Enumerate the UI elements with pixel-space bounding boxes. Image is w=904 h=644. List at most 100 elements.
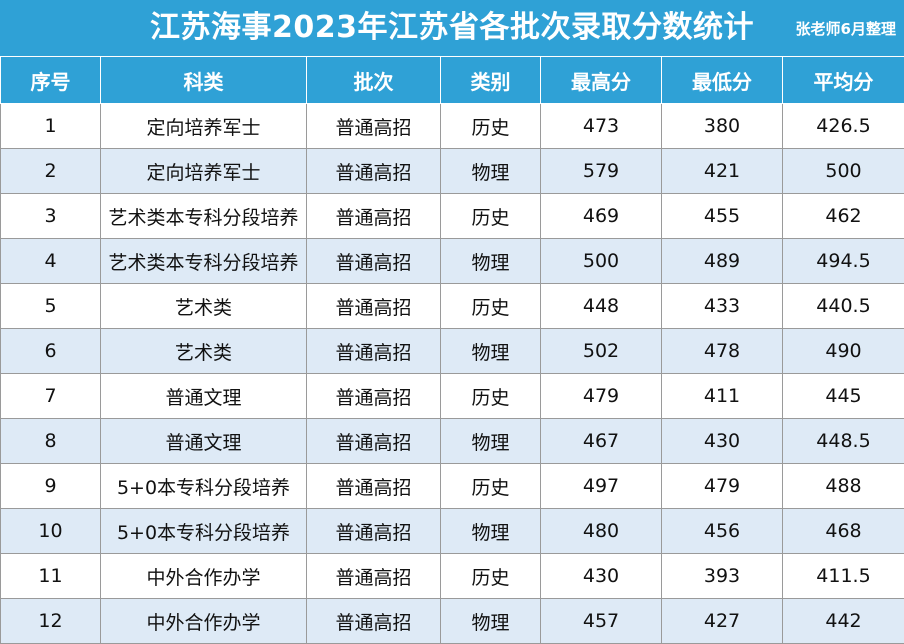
avg-score-cell: 500 bbox=[783, 149, 904, 194]
type-cell: 历史 bbox=[441, 464, 541, 509]
type-cell: 物理 bbox=[441, 509, 541, 554]
min-score-cell: 380 bbox=[662, 104, 783, 149]
seq-cell: 3 bbox=[1, 194, 101, 239]
type-cell: 物理 bbox=[441, 599, 541, 644]
batch-cell: 普通高招 bbox=[307, 419, 441, 464]
avg-score-cell: 445 bbox=[783, 374, 904, 419]
batch-cell: 普通高招 bbox=[307, 374, 441, 419]
batch-cell: 普通高招 bbox=[307, 284, 441, 329]
category-cell: 定向培养军士 bbox=[101, 149, 307, 194]
type-cell: 物理 bbox=[441, 419, 541, 464]
batch-cell: 普通高招 bbox=[307, 194, 441, 239]
max-score-cell: 469 bbox=[541, 194, 662, 239]
max-score-cell: 430 bbox=[541, 554, 662, 599]
max-score-header: 最高分 bbox=[541, 57, 662, 104]
max-score-cell: 457 bbox=[541, 599, 662, 644]
category-cell: 定向培养军士 bbox=[101, 104, 307, 149]
max-score-cell: 448 bbox=[541, 284, 662, 329]
category-cell: 艺术类 bbox=[101, 329, 307, 374]
seq-cell: 11 bbox=[1, 554, 101, 599]
category-cell: 中外合作办学 bbox=[101, 599, 307, 644]
batch-cell: 普通高招 bbox=[307, 149, 441, 194]
category-cell: 艺术类 bbox=[101, 284, 307, 329]
min-score-cell: 456 bbox=[662, 509, 783, 554]
avg-score-cell: 462 bbox=[783, 194, 904, 239]
avg-score-cell: 490 bbox=[783, 329, 904, 374]
header-row: 序号科类批次类别最高分最低分平均分 bbox=[1, 57, 904, 104]
seq-cell: 10 bbox=[1, 509, 101, 554]
batch-cell: 普通高招 bbox=[307, 329, 441, 374]
max-score-cell: 579 bbox=[541, 149, 662, 194]
avg-score-cell: 411.5 bbox=[783, 554, 904, 599]
seq-cell: 9 bbox=[1, 464, 101, 509]
min-score-cell: 430 bbox=[662, 419, 783, 464]
type-cell: 历史 bbox=[441, 374, 541, 419]
category-header: 科类 bbox=[101, 57, 307, 104]
avg-score-cell: 442 bbox=[783, 599, 904, 644]
category-cell: 5+0本专科分段培养 bbox=[101, 509, 307, 554]
avg-score-cell: 468 bbox=[783, 509, 904, 554]
max-score-cell: 467 bbox=[541, 419, 662, 464]
min-score-cell: 427 bbox=[662, 599, 783, 644]
type-cell: 历史 bbox=[441, 284, 541, 329]
seq-cell: 6 bbox=[1, 329, 101, 374]
type-cell: 历史 bbox=[441, 194, 541, 239]
seq-cell: 4 bbox=[1, 239, 101, 284]
table-header: 序号科类批次类别最高分最低分平均分 bbox=[1, 57, 904, 104]
seq-cell: 2 bbox=[1, 149, 101, 194]
seq-cell: 5 bbox=[1, 284, 101, 329]
seq-cell: 7 bbox=[1, 374, 101, 419]
category-cell: 艺术类本专科分段培养 bbox=[101, 194, 307, 239]
min-score-cell: 489 bbox=[662, 239, 783, 284]
avg-score-cell: 448.5 bbox=[783, 419, 904, 464]
max-score-cell: 473 bbox=[541, 104, 662, 149]
max-score-cell: 502 bbox=[541, 329, 662, 374]
max-score-cell: 497 bbox=[541, 464, 662, 509]
batch-cell: 普通高招 bbox=[307, 554, 441, 599]
batch-header: 批次 bbox=[307, 57, 441, 104]
batch-cell: 普通高招 bbox=[307, 104, 441, 149]
min-score-cell: 421 bbox=[662, 149, 783, 194]
batch-cell: 普通高招 bbox=[307, 509, 441, 554]
seq-cell: 8 bbox=[1, 419, 101, 464]
min-score-cell: 411 bbox=[662, 374, 783, 419]
category-cell: 普通文理 bbox=[101, 419, 307, 464]
max-score-cell: 479 bbox=[541, 374, 662, 419]
type-cell: 物理 bbox=[441, 329, 541, 374]
type-cell: 物理 bbox=[441, 149, 541, 194]
seq-header: 序号 bbox=[1, 57, 101, 104]
max-score-cell: 500 bbox=[541, 239, 662, 284]
batch-cell: 普通高招 bbox=[307, 464, 441, 509]
type-cell: 历史 bbox=[441, 554, 541, 599]
min-score-cell: 433 bbox=[662, 284, 783, 329]
type-cell: 历史 bbox=[441, 104, 541, 149]
avg-score-cell: 440.5 bbox=[783, 284, 904, 329]
type-cell: 物理 bbox=[441, 239, 541, 284]
min-score-cell: 478 bbox=[662, 329, 783, 374]
batch-cell: 普通高招 bbox=[307, 599, 441, 644]
category-cell: 普通文理 bbox=[101, 374, 307, 419]
avg-score-cell: 494.5 bbox=[783, 239, 904, 284]
max-score-cell: 480 bbox=[541, 509, 662, 554]
category-cell: 5+0本专科分段培养 bbox=[101, 464, 307, 509]
page-title: 江苏海事2023年江苏省各批次录取分数统计 bbox=[0, 0, 904, 56]
avg-score-cell: 488 bbox=[783, 464, 904, 509]
seq-cell: 12 bbox=[1, 599, 101, 644]
min-score-cell: 479 bbox=[662, 464, 783, 509]
author-note: 张老师6月整理 bbox=[796, 19, 896, 39]
batch-cell: 普通高招 bbox=[307, 239, 441, 284]
